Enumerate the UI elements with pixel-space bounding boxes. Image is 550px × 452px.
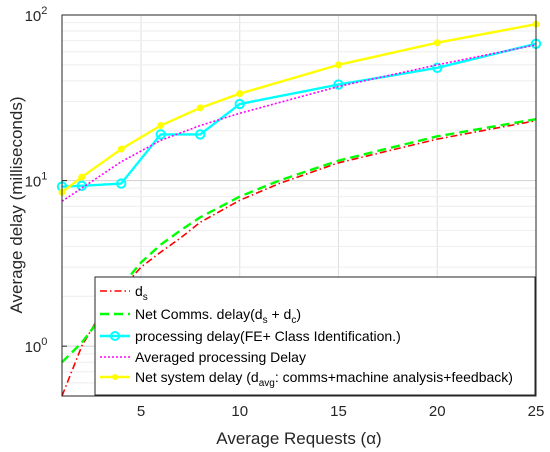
x-tick-label: 25 bbox=[528, 403, 545, 420]
legend: ds Net Comms. delay(ds + dc) processing de… bbox=[94, 276, 536, 396]
legend-label: Averaged processing Delay bbox=[135, 349, 306, 365]
x-axis-label: Average Requests (α) bbox=[216, 429, 381, 448]
axis-ticks: 5 10 15 20 25 100 101 102 bbox=[25, 5, 545, 420]
data-point bbox=[155, 129, 166, 140]
legend-item-0: ds bbox=[100, 283, 148, 303]
legend-label: Net Comms. delay(ds + dc) bbox=[135, 306, 301, 326]
data-point bbox=[116, 178, 127, 189]
axes-box bbox=[61, 14, 537, 397]
legend-box bbox=[94, 276, 536, 396]
x-tick-label: 5 bbox=[137, 403, 145, 420]
series-line bbox=[61, 44, 537, 202]
legend-item-2: processing delay(FE+ Class Identificatio… bbox=[100, 328, 401, 344]
legend-item-4: Net system delay (davg: comms+machine an… bbox=[100, 369, 513, 389]
data-point bbox=[78, 173, 86, 181]
data-point bbox=[432, 62, 443, 73]
y-tick-label: 102 bbox=[25, 5, 48, 25]
legend-marker bbox=[112, 374, 118, 380]
data-point bbox=[196, 104, 204, 112]
data-point bbox=[236, 90, 244, 98]
legend-label: Net system delay (davg: comms+machine an… bbox=[135, 369, 513, 389]
legend-label: ds bbox=[135, 283, 148, 303]
data-point bbox=[335, 61, 342, 69]
x-tick-label: 15 bbox=[330, 403, 347, 420]
y-tick-label: 101 bbox=[25, 171, 48, 191]
x-tick-label: 10 bbox=[231, 403, 248, 420]
data-point bbox=[117, 145, 125, 153]
series-line bbox=[61, 42, 537, 188]
series-3 bbox=[61, 44, 537, 202]
data-point bbox=[433, 39, 441, 47]
data-point bbox=[333, 79, 344, 90]
legend-item-1: Net Comms. delay(ds + dc) bbox=[100, 306, 301, 326]
legend-marker bbox=[110, 331, 120, 341]
data-point bbox=[195, 129, 206, 140]
legend-label: processing delay(FE+ Class Identificatio… bbox=[135, 328, 401, 344]
y-tick-label: 100 bbox=[25, 336, 48, 356]
data-point bbox=[157, 122, 165, 130]
y-axis-label: Average delay (milliseconds) bbox=[7, 96, 26, 313]
data-point bbox=[234, 98, 245, 110]
x-tick-label: 20 bbox=[429, 403, 446, 420]
legend-item-3: Averaged processing Delay bbox=[100, 349, 306, 365]
